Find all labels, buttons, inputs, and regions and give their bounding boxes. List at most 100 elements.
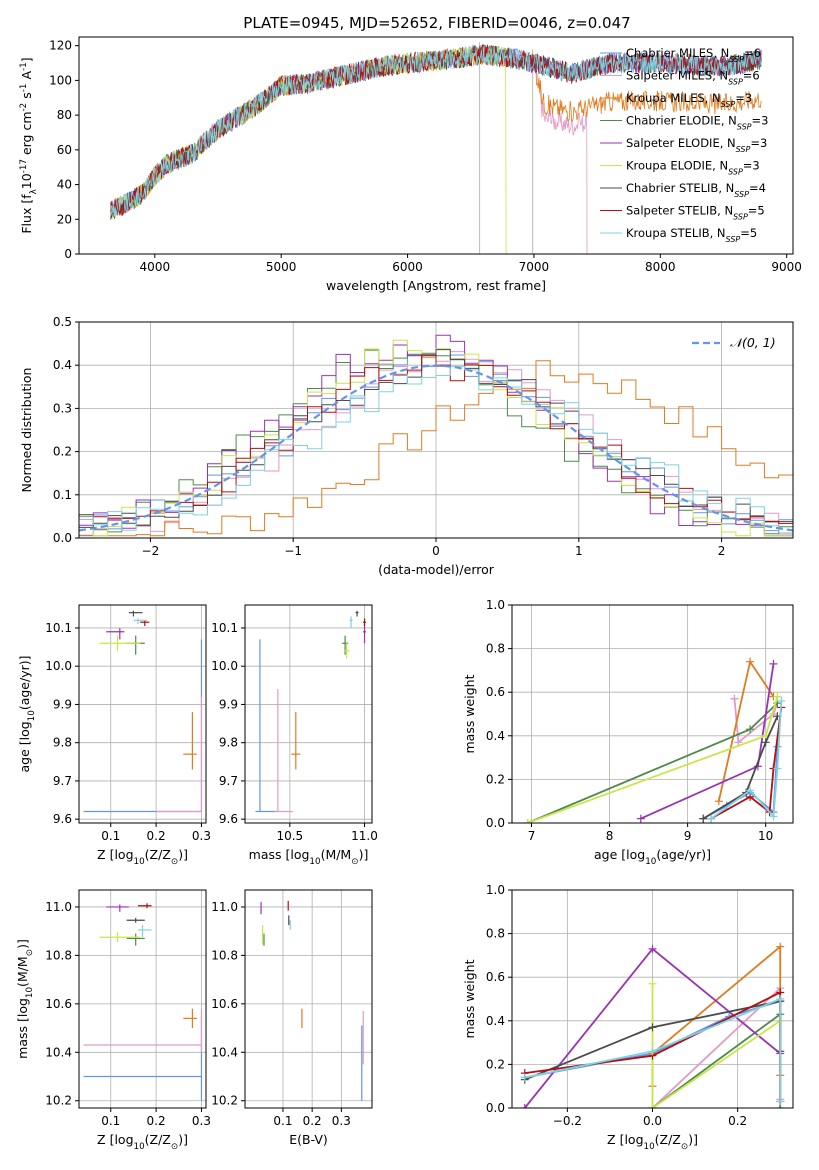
plot-area	[260, 900, 364, 1101]
y-tick-label: 9.9	[219, 697, 238, 711]
y-tick-label: 10.0	[211, 659, 238, 673]
y-tick-label: 0.8	[486, 927, 505, 941]
x-tick-label: 9	[684, 829, 692, 843]
legend-label: Salpeter ELODIE, NSSP=3	[626, 136, 767, 154]
y-axis-label: age [log10(age/yr)]	[17, 655, 37, 772]
x-axis-label: Z [log10(Z/Z⊙)]	[97, 1132, 188, 1152]
y-axis-label: Flux [fλ10-17 erg cm-2 s-1 A-1]	[19, 57, 39, 233]
y-tick-label: 9.8	[219, 736, 238, 750]
x-tick-label: 4000	[140, 260, 171, 274]
panel-mass_vs_Z: 0.1 0.2 0.3 10.2 10.4 10.6 10.8 11.0 Z [log10(Z/…	[15, 889, 211, 1152]
legend-label: 𝒩(0, 1)	[730, 335, 776, 350]
weight-series	[710, 707, 783, 820]
x-tick-label: 8000	[645, 260, 676, 274]
y-tick-label: 0.2	[53, 445, 72, 459]
y-tick-label: 10.1	[211, 621, 238, 635]
plot-area	[523, 657, 786, 823]
legend-label: Salpeter STELIB, NSSP=5	[626, 204, 765, 222]
panel-massweight_vs_Z: −0.2 0.0 0.2 0.0 0.2 0.4 0.6 0.8 1.0 Z [log10(Z/Z…	[462, 883, 794, 1152]
y-tick-label: 0.0	[53, 531, 72, 545]
y-tick-label: 0	[64, 247, 72, 261]
x-tick-label: 0.1	[101, 829, 120, 843]
x-tick-label: −2	[142, 544, 160, 558]
y-tick-label: 20	[57, 212, 72, 226]
legend-label: Salpeter MILES, NSSP=6	[626, 69, 760, 87]
legend: Chabrier MILES, NSSP=6 Salpeter MILES, NS…	[600, 46, 768, 244]
axes-frame	[511, 889, 794, 1109]
plot-area	[83, 610, 203, 813]
y-tick-label: 10.6	[45, 997, 72, 1011]
panel-mass_vs_EBV: 0.1 0.2 0.3 10.2 10.4 10.6 10.8 11.0 E(B-V)	[211, 889, 373, 1147]
x-tick-label: 0.2	[147, 1114, 166, 1128]
weight-series	[524, 997, 782, 1102]
y-tick-label: 120	[49, 39, 72, 53]
axes-frame	[511, 604, 794, 824]
axes-frame	[78, 36, 794, 255]
x-tick-label: 5000	[266, 260, 297, 274]
panel-massweight_vs_age: 7 8 9 10 0.0 0.2 0.4 0.6 0.8 1.0 age [log10(age/yr…	[462, 598, 794, 867]
y-tick-label: 0.2	[486, 772, 505, 786]
x-tick-label: 0	[432, 544, 440, 558]
x-tick-label: 0.3	[192, 829, 211, 843]
x-axis-label: Z [log10(Z/Z⊙)]	[97, 847, 188, 867]
y-tick-label: 10.4	[211, 1045, 238, 1059]
x-tick-label: 0.2	[303, 1114, 322, 1128]
y-tick-label: 60	[57, 143, 72, 157]
x-tick-label: 0.0	[643, 1114, 662, 1128]
x-axis-label: wavelength [Angstrom, rest frame]	[326, 278, 546, 293]
legend-label: Kroupa STELIB, NSSP=5	[626, 226, 757, 244]
y-tick-label: 10.2	[45, 1094, 72, 1108]
y-tick-label: 9.6	[53, 812, 72, 826]
legend-label: Chabrier ELODIE, NSSP=3	[626, 114, 768, 132]
x-tick-label: 0.2	[147, 829, 166, 843]
y-tick-label: 11.0	[211, 900, 238, 914]
x-tick-label: 0.3	[192, 1114, 211, 1128]
x-axis-label: E(B-V)	[289, 1132, 328, 1147]
y-tick-label: 0.8	[486, 642, 505, 656]
plot-area	[255, 610, 367, 813]
y-tick-label: 9.8	[53, 736, 72, 750]
spectrum-series	[110, 46, 762, 217]
axes-frame	[78, 604, 207, 824]
plot-area	[110, 42, 762, 254]
legend-label: Chabrier STELIB, NSSP=4	[626, 181, 766, 199]
x-tick-label: 2	[718, 544, 726, 558]
plot-area	[79, 334, 793, 537]
y-tick-label: 9.7	[219, 774, 238, 788]
y-tick-label: 9.6	[219, 812, 238, 826]
y-tick-label: 10.8	[45, 948, 72, 962]
x-tick-label: 7	[528, 829, 536, 843]
y-tick-label: 10.2	[211, 1094, 238, 1108]
y-tick-label: 40	[57, 178, 72, 192]
y-tick-label: 10.8	[211, 948, 238, 962]
x-tick-label: 6000	[392, 260, 423, 274]
y-tick-label: 0.4	[486, 1014, 505, 1028]
y-tick-label: 11.0	[45, 900, 72, 914]
histogram-series	[79, 354, 793, 524]
y-axis-label: Normed distribution	[19, 368, 34, 493]
panel-spectrum: 4000 5000 6000 7000 8000 9000 0 20 40 60 80 100 120 w…	[19, 36, 802, 293]
x-tick-label: 0.3	[332, 1114, 351, 1128]
axes-frame	[78, 889, 207, 1109]
weight-series	[527, 696, 779, 823]
y-tick-label: 10.0	[45, 659, 72, 673]
y-tick-label: 0.6	[486, 970, 505, 984]
y-tick-label: 10.1	[45, 621, 72, 635]
y-tick-label: 0.1	[53, 488, 72, 502]
y-tick-label: 0.4	[486, 729, 505, 743]
x-axis-label: age [log10(age/yr)]	[594, 847, 711, 867]
legend-label: Chabrier MILES, NSSP=6	[626, 46, 761, 64]
y-tick-label: 9.7	[53, 774, 72, 788]
y-tick-label: 80	[57, 108, 72, 122]
x-axis-label: mass [log10(M/M⊙)]	[249, 847, 369, 867]
y-tick-label: 1.0	[486, 598, 505, 612]
panel-residual_histogram: −2 −1 0 1 2 0.0 0.1 0.2 0.3 0.4 0.5 (data-model)/er…	[19, 315, 794, 577]
axes-frame	[78, 321, 794, 539]
x-axis-label: Z [log10(Z/Z⊙)]	[607, 1132, 698, 1152]
y-tick-label: 9.9	[53, 697, 72, 711]
x-tick-label: −0.2	[553, 1114, 582, 1128]
gaussian-curve	[79, 364, 793, 532]
x-tick-label: 10.5	[276, 829, 303, 843]
x-tick-label: −1	[284, 544, 302, 558]
